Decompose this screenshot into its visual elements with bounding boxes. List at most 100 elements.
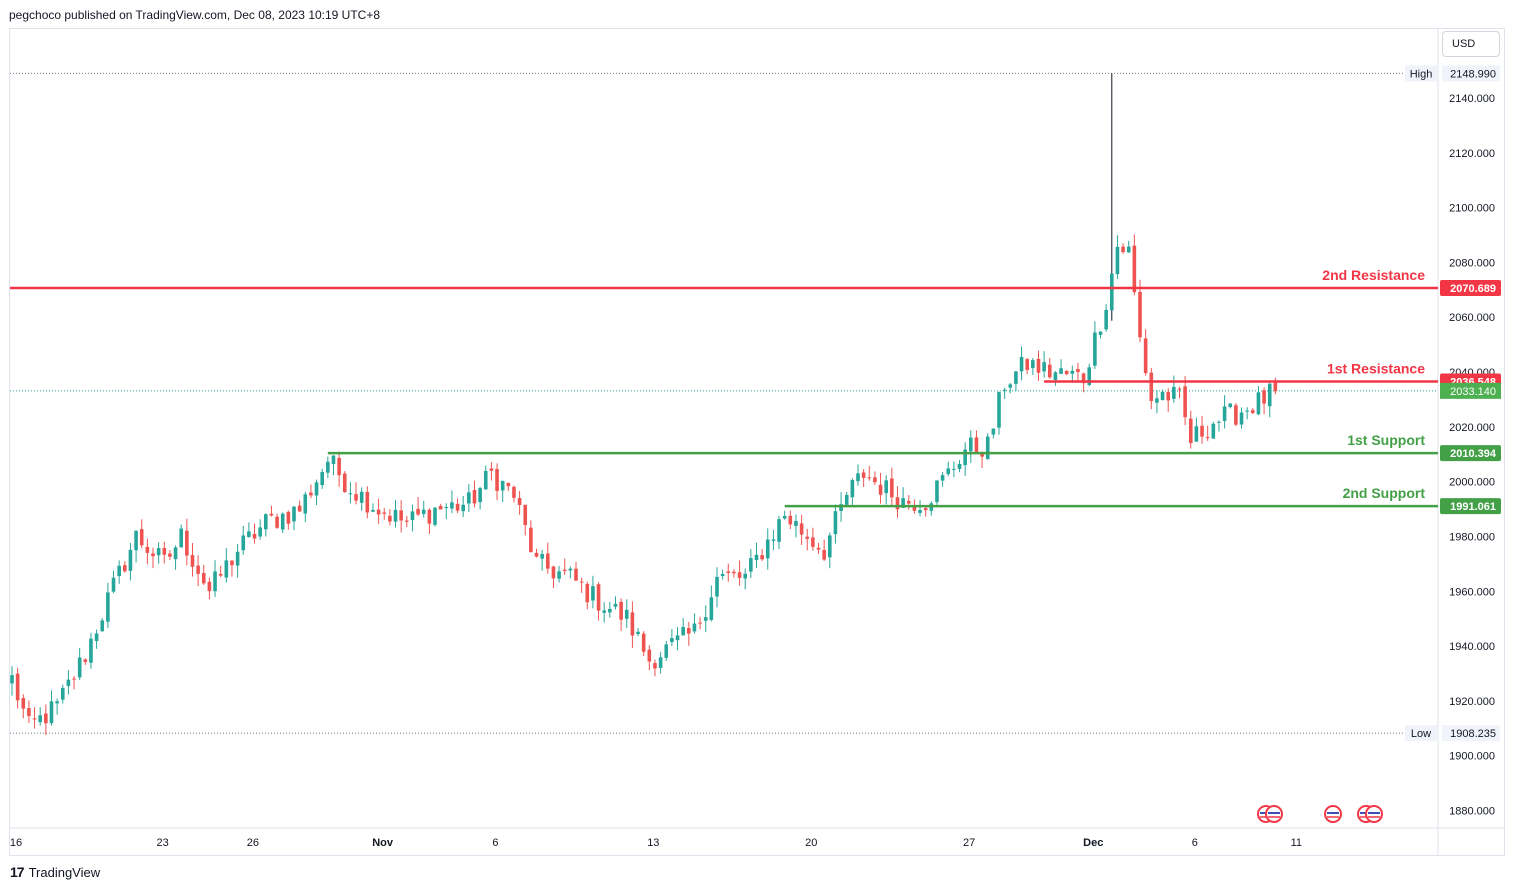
candle-body — [1155, 398, 1159, 403]
chart-frame — [9, 28, 1505, 856]
candle-body — [901, 498, 905, 508]
candle-body — [1143, 338, 1148, 374]
candle-body — [839, 504, 843, 511]
candle-body — [342, 473, 347, 493]
candle-body — [83, 659, 88, 662]
candle-body — [179, 528, 183, 548]
candle-body — [416, 508, 420, 515]
price-tick-label: 2100.000 — [1449, 203, 1495, 215]
price-tick-label: 1960.000 — [1449, 586, 1495, 598]
level-price-value: 1991.061 — [1450, 501, 1496, 513]
candle-body — [1042, 362, 1046, 372]
candle-body — [833, 511, 838, 535]
candle-body — [1183, 386, 1187, 418]
candle-body — [280, 513, 285, 530]
candle-body — [726, 571, 731, 574]
candle-body — [1177, 388, 1182, 390]
candle-body — [647, 649, 652, 662]
candle-body — [856, 473, 860, 482]
candle-body — [805, 536, 810, 539]
candle-body — [303, 494, 308, 514]
candle-body — [1019, 356, 1024, 372]
candle-body — [77, 657, 82, 678]
candle-body — [743, 573, 747, 579]
candle-body — [359, 491, 364, 503]
candle-body — [94, 633, 99, 642]
candle-body — [151, 553, 155, 557]
time-tick-label: Nov — [372, 837, 394, 849]
candle-body — [134, 530, 138, 551]
candle-body — [653, 663, 657, 669]
candle-body — [1188, 418, 1193, 443]
candle-body — [1228, 403, 1233, 408]
high-value-badge — [1442, 65, 1500, 82]
candle-body — [123, 565, 127, 572]
level-price-value: 2010.394 — [1450, 448, 1497, 460]
candle-body — [715, 576, 719, 597]
candle-body — [732, 571, 736, 574]
candle-body — [472, 490, 477, 504]
candle-body — [1008, 384, 1013, 388]
candle-body — [1172, 386, 1176, 399]
candle-body — [608, 608, 612, 613]
candle-body — [139, 529, 144, 546]
candle-body — [455, 503, 460, 511]
candle-body — [1217, 421, 1221, 423]
candle-body — [1132, 245, 1137, 293]
candle-body — [692, 623, 697, 632]
candle-body — [749, 558, 753, 572]
tradingview-footer[interactable]: 17 TradingView — [10, 864, 100, 880]
candle-body — [207, 581, 212, 592]
candle-body — [799, 523, 804, 535]
last-price-badge — [1440, 382, 1501, 399]
candle-body — [128, 549, 133, 571]
candle-body — [218, 573, 223, 576]
candle-body — [66, 679, 71, 686]
candle-body — [720, 573, 725, 577]
candle-body — [1087, 367, 1092, 385]
candle-body — [489, 468, 494, 471]
candle-body — [675, 635, 680, 641]
candle-body — [777, 519, 781, 542]
price-tick-label: 1880.000 — [1449, 806, 1495, 818]
candle-body — [636, 631, 640, 635]
candle-body — [213, 571, 217, 592]
candle-body — [320, 472, 324, 486]
candle-body — [224, 560, 229, 578]
candle-body — [331, 455, 336, 465]
candle-body — [1093, 332, 1097, 366]
currency-selector[interactable]: USD — [1442, 31, 1500, 57]
candle-body — [297, 505, 302, 512]
candle-body — [106, 592, 110, 622]
candle-body — [884, 480, 888, 494]
candle-body — [687, 628, 691, 634]
candle-body — [201, 573, 206, 584]
candle-body — [557, 571, 561, 579]
candle-body — [974, 437, 979, 453]
candle-body — [241, 535, 246, 551]
candle-body — [517, 498, 522, 505]
candle-body — [579, 581, 584, 583]
candle-body — [388, 515, 392, 522]
candle-body — [1222, 406, 1227, 421]
candle-body — [816, 547, 821, 550]
price-tick-label: 2120.000 — [1449, 148, 1495, 160]
level-price-value: 2070.689 — [1450, 283, 1496, 295]
candle-body — [641, 633, 646, 652]
candle-body — [162, 547, 167, 555]
candle-body — [500, 480, 505, 491]
candle-body — [613, 603, 618, 607]
candle-body — [596, 584, 601, 611]
candle-body — [844, 494, 849, 505]
candle-body — [1262, 390, 1266, 404]
candle-body — [754, 554, 759, 560]
high-label-badge — [1405, 65, 1438, 82]
level-label-1st-support: 1st Support — [1347, 432, 1425, 448]
candle-body — [1059, 368, 1063, 374]
candle-body — [258, 527, 262, 537]
candle-body — [495, 469, 499, 491]
candle-body — [1070, 370, 1075, 374]
candle-body — [1121, 246, 1125, 253]
candle-body — [952, 468, 956, 470]
